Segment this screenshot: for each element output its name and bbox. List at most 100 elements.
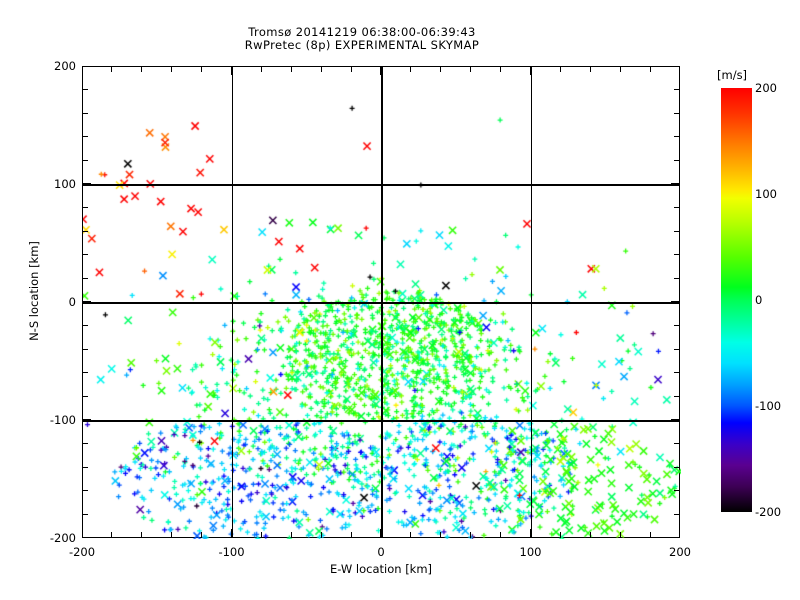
y-axis-tick-right bbox=[674, 207, 680, 209]
y-axis-tick bbox=[82, 277, 88, 279]
y-axis-tick-right bbox=[674, 254, 680, 256]
x-axis-tick-top bbox=[440, 66, 442, 72]
x-axis-tick-top bbox=[320, 66, 322, 72]
x-tick-label: 200 bbox=[669, 545, 691, 559]
colorbar-tick-label: 0 bbox=[755, 293, 763, 307]
y-axis-tick-right bbox=[674, 466, 680, 468]
y-axis-tick bbox=[82, 466, 88, 468]
x-tick-label: 100 bbox=[519, 545, 542, 559]
y-tick-label: -100 bbox=[49, 413, 76, 427]
figure-title: Tromsø 20141219 06:38:00-06:39:43 RwPret… bbox=[0, 26, 724, 52]
y-axis-tick bbox=[82, 230, 88, 232]
y-tick-label: 200 bbox=[54, 59, 76, 73]
y-axis-tick-right bbox=[674, 89, 680, 91]
x-axis-tick-top bbox=[350, 66, 352, 72]
x-axis-tick bbox=[619, 532, 621, 538]
x-axis-tick bbox=[350, 532, 352, 538]
y-axis-tick bbox=[82, 325, 88, 327]
x-axis-tick-top bbox=[500, 66, 502, 72]
y-axis-tick bbox=[82, 301, 91, 303]
x-axis-tick bbox=[529, 529, 532, 538]
y-axis-tick-right bbox=[674, 112, 680, 114]
x-axis-tick-top bbox=[470, 66, 472, 72]
y-axis-tick bbox=[82, 348, 88, 350]
x-axis-tick-top bbox=[649, 66, 651, 72]
y-tick-label: 100 bbox=[54, 177, 76, 191]
title-line-1: Tromsø 20141219 06:38:00-06:39:43 bbox=[248, 25, 476, 39]
x-axis-tick bbox=[649, 532, 651, 538]
y-axis-tick bbox=[82, 443, 88, 445]
x-axis-tick-top bbox=[559, 66, 561, 72]
gridline-vertical bbox=[530, 67, 533, 537]
x-tick-label: -200 bbox=[68, 545, 96, 559]
y-axis-tick-right bbox=[671, 183, 680, 185]
y-axis-tick bbox=[82, 254, 88, 256]
y-axis-tick bbox=[82, 513, 88, 515]
gridline-horizontal bbox=[83, 184, 679, 186]
x-axis-tick bbox=[230, 529, 233, 538]
gridline-vertical bbox=[381, 67, 383, 537]
y-axis-tick-right bbox=[674, 490, 680, 492]
x-axis-tick-top bbox=[201, 66, 203, 72]
y-axis-tick-right bbox=[674, 372, 680, 374]
x-axis-tick-top bbox=[529, 66, 532, 75]
y-axis-tick bbox=[82, 419, 91, 421]
x-axis-tick-top bbox=[171, 66, 173, 72]
colorbar: [m/s] 200 100 0 -100 -200 bbox=[717, 68, 791, 519]
y-axis-tick bbox=[82, 395, 88, 397]
x-axis-tick-top bbox=[290, 66, 292, 72]
x-axis-tick bbox=[380, 529, 382, 538]
colorbar-tick-label: 100 bbox=[755, 187, 777, 201]
x-axis-tick-top bbox=[410, 66, 412, 72]
x-tick-label: 0 bbox=[377, 545, 385, 559]
gridline-horizontal bbox=[83, 302, 679, 304]
y-axis-tick-right bbox=[674, 159, 680, 161]
x-axis-tick bbox=[260, 532, 262, 538]
y-axis-tick-right bbox=[671, 419, 680, 421]
x-axis-label: E-W location [km] bbox=[329, 562, 433, 576]
x-axis-tick-top bbox=[260, 66, 262, 72]
x-axis-tick bbox=[470, 532, 472, 538]
y-axis-tick-right bbox=[674, 277, 680, 279]
x-axis-tick-top bbox=[380, 66, 382, 75]
y-axis-tick bbox=[82, 490, 88, 492]
x-tick-label: -100 bbox=[218, 545, 245, 559]
y-axis-tick bbox=[82, 183, 91, 185]
y-axis-tick-right bbox=[674, 513, 680, 515]
y-axis-tick-right bbox=[674, 136, 680, 138]
x-axis-tick-top bbox=[230, 66, 233, 75]
x-axis-tick bbox=[141, 532, 143, 538]
y-axis-tick bbox=[82, 372, 88, 374]
x-axis-tick-top bbox=[141, 66, 143, 72]
gridline-vertical bbox=[231, 67, 234, 537]
colorbar-tick-label: -200 bbox=[755, 505, 782, 519]
x-axis-tick bbox=[410, 532, 412, 538]
y-axis-tick bbox=[82, 112, 88, 114]
y-axis-tick-right bbox=[674, 443, 680, 445]
x-axis-tick bbox=[320, 532, 322, 538]
colorbar-gradient bbox=[721, 88, 752, 512]
x-axis-tick bbox=[559, 532, 561, 538]
x-axis-tick bbox=[589, 532, 591, 538]
x-axis-tick-top bbox=[111, 66, 113, 72]
x-axis-tick-top bbox=[589, 66, 591, 72]
y-axis-tick-right bbox=[674, 395, 680, 397]
y-axis-tick bbox=[82, 136, 88, 138]
title-line-2: RwPretec (8p) EXPERIMENTAL SKYMAP bbox=[244, 38, 480, 52]
colorbar-unit-label: [m/s] bbox=[717, 68, 748, 82]
y-axis-tick bbox=[82, 207, 88, 209]
y-axis-tick-right bbox=[674, 325, 680, 327]
x-axis-tick bbox=[111, 532, 113, 538]
colorbar-tick-label: -100 bbox=[755, 399, 782, 413]
x-axis-tick bbox=[500, 532, 502, 538]
x-axis-tick bbox=[201, 532, 203, 538]
x-axis-tick bbox=[440, 532, 442, 538]
x-axis-tick bbox=[171, 532, 173, 538]
x-axis-tick-top bbox=[619, 66, 621, 72]
y-axis-tick-right bbox=[674, 230, 680, 232]
plot-area bbox=[82, 66, 681, 539]
gridline-horizontal bbox=[83, 420, 679, 422]
y-axis-label: N-S location [km] bbox=[27, 241, 41, 341]
y-axis-tick bbox=[82, 89, 88, 91]
